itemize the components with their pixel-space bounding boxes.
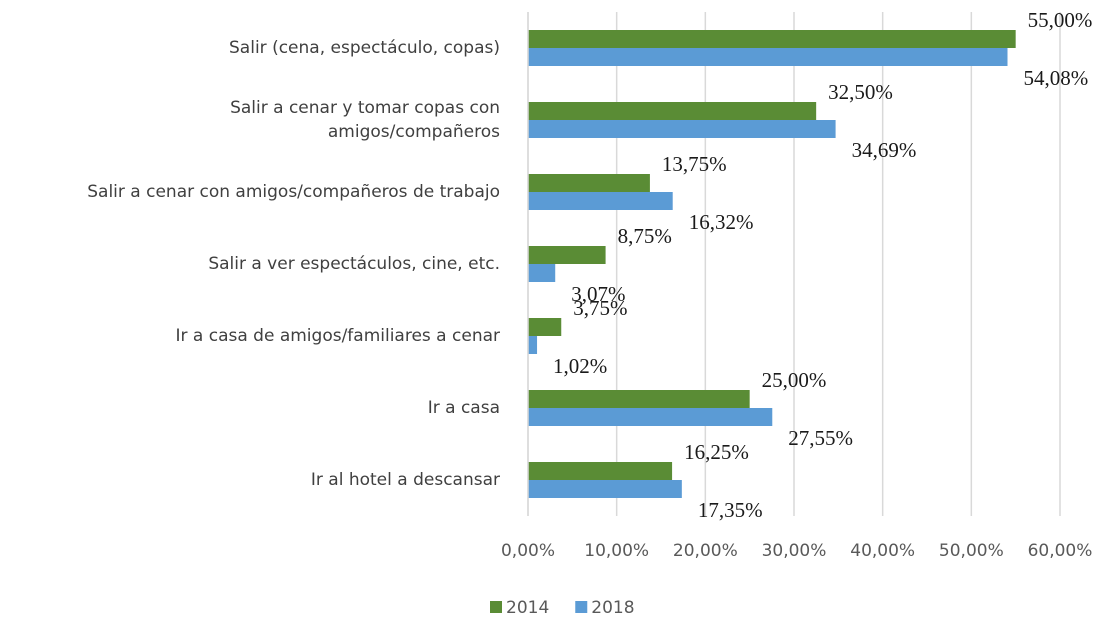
value-label: 17,35% <box>698 498 763 522</box>
value-label: 54,08% <box>1024 66 1089 90</box>
bar <box>528 390 750 408</box>
value-label: 8,75% <box>618 224 672 248</box>
bar <box>528 174 650 192</box>
bar <box>528 120 836 138</box>
category-label: Salir (cena, espectáculo, copas) <box>229 38 500 58</box>
value-label: 25,00% <box>762 368 827 392</box>
category-label: Ir al hotel a descansar <box>311 470 500 490</box>
value-label: 34,69% <box>852 138 917 162</box>
bar <box>528 318 562 336</box>
bar <box>528 480 682 498</box>
bar <box>528 336 538 354</box>
value-label: 13,75% <box>662 152 727 176</box>
category-label: Ir a casa de amigos/familiares a cenar <box>176 326 501 346</box>
category-label: Salir a cenar y tomar copas con amigos/co… <box>230 98 500 142</box>
category-label: Salir a cenar con amigos/compañeros de t… <box>87 182 500 202</box>
x-tick-label: 50,00% <box>939 541 1004 561</box>
value-label: 16,25% <box>684 440 749 464</box>
value-label: 55,00% <box>1028 8 1093 32</box>
x-tick-label: 10,00% <box>584 541 649 561</box>
bar <box>528 30 1016 48</box>
x-tick-label: 30,00% <box>762 541 827 561</box>
bar <box>528 48 1008 66</box>
value-label: 3,75% <box>573 296 627 320</box>
value-label: 16,32% <box>689 210 754 234</box>
bar <box>528 462 673 480</box>
bar <box>528 264 556 282</box>
bar <box>528 192 673 210</box>
legend-label: 2014 <box>506 598 549 618</box>
bar <box>528 408 773 426</box>
x-tick-label: 20,00% <box>673 541 738 561</box>
category-label: Salir a ver espectáculos, cine, etc. <box>208 254 500 274</box>
legend-label: 2018 <box>591 598 634 618</box>
x-tick-label: 0,00% <box>501 541 555 561</box>
value-label: 27,55% <box>788 426 853 450</box>
value-label: 3,07% <box>571 282 625 306</box>
bar <box>528 246 606 264</box>
value-label: 1,02% <box>553 354 607 378</box>
value-label: 32,50% <box>828 80 893 104</box>
bar <box>528 102 817 120</box>
x-tick-label: 60,00% <box>1028 541 1093 561</box>
legend-swatch <box>490 601 502 613</box>
x-tick-label: 40,00% <box>850 541 915 561</box>
legend-swatch <box>575 601 588 613</box>
category-label: Ir a casa <box>428 398 500 418</box>
